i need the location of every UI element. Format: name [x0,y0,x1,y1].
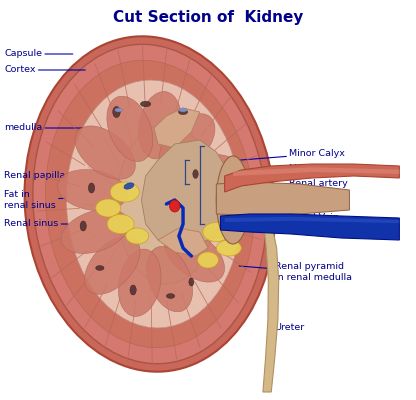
Text: Minor Calyx: Minor Calyx [231,150,345,161]
Ellipse shape [118,249,161,316]
Ellipse shape [203,222,230,242]
Ellipse shape [216,156,250,244]
Polygon shape [216,182,349,215]
Text: Renal sinus: Renal sinus [4,220,102,228]
Text: medulla: medulla [4,124,94,132]
Ellipse shape [141,101,151,107]
Ellipse shape [75,126,135,179]
Ellipse shape [126,228,149,244]
Text: Renal Vein: Renal Vein [289,214,341,225]
Ellipse shape [170,200,180,212]
Polygon shape [225,164,399,192]
Ellipse shape [171,154,238,199]
Ellipse shape [61,209,129,254]
Ellipse shape [115,108,122,112]
Ellipse shape [166,294,175,298]
Polygon shape [141,140,229,248]
Ellipse shape [139,92,181,159]
Ellipse shape [110,182,139,202]
Polygon shape [220,214,399,240]
Ellipse shape [25,36,275,372]
Ellipse shape [80,221,87,231]
Text: Cortex: Cortex [4,66,85,74]
Ellipse shape [189,278,194,286]
Ellipse shape [57,170,127,211]
Ellipse shape [67,80,241,328]
Polygon shape [263,228,279,392]
Ellipse shape [179,108,187,112]
Ellipse shape [172,197,242,238]
Polygon shape [154,108,200,148]
Text: Ureter: Ureter [270,322,305,332]
Polygon shape [233,167,399,176]
Text: Major Calyx: Major Calyx [240,164,345,174]
Text: Renal papilla: Renal papilla [4,172,108,182]
Ellipse shape [198,252,218,268]
Ellipse shape [88,183,95,193]
Text: Renal pyramid
in renal medulla: Renal pyramid in renal medulla [239,262,352,282]
Ellipse shape [107,96,153,162]
Text: Renal Pelvis: Renal Pelvis [289,196,346,206]
Ellipse shape [159,114,215,172]
Ellipse shape [124,183,134,189]
Text: Renal artery: Renal artery [289,171,348,188]
Ellipse shape [84,236,140,294]
Ellipse shape [216,240,241,256]
Ellipse shape [147,246,193,312]
Ellipse shape [193,170,198,178]
Text: Capsule: Capsule [4,50,73,58]
Text: Cut Section of  Kidney: Cut Section of Kidney [113,10,303,25]
Ellipse shape [45,60,254,348]
Ellipse shape [113,106,120,118]
Ellipse shape [96,266,104,270]
Ellipse shape [130,285,136,295]
Polygon shape [158,228,208,256]
Ellipse shape [33,44,267,364]
Ellipse shape [164,229,225,282]
Text: Fat in
renal sinus: Fat in renal sinus [4,190,110,210]
Ellipse shape [96,199,121,217]
Polygon shape [225,217,399,223]
Ellipse shape [178,109,188,115]
Ellipse shape [116,124,216,284]
Ellipse shape [107,214,134,234]
